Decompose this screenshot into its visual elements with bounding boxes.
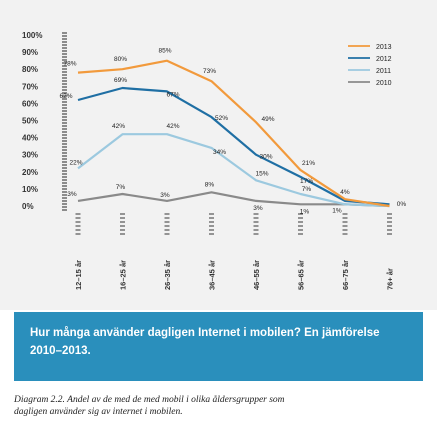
x-tick-label: 76+ år [386,268,395,290]
data-label: 42% [112,123,125,130]
x-tick-label: 36–45 år [208,260,217,290]
y-tick-label: 100% [22,31,42,40]
data-label: 73% [203,68,216,75]
y-tick-label: 40% [22,134,38,143]
data-label: 17% [300,178,313,185]
data-label: 69% [114,77,127,84]
x-tick-label: 56–65 år [297,260,306,290]
y-tick-label: 60% [22,99,38,108]
data-label: 49% [261,116,274,123]
chart-area: 0% 10% 20% 30% 40% 50% 60% 70% 80% 90% 100% 12–15 å… [0,0,437,310]
y-tick-label: 90% [22,48,38,57]
data-label: 7% [116,184,126,191]
chart-title-banner: Hur många använder dagligen Internet i m… [14,312,423,381]
series-line-2012 [77,86,390,206]
legend-label: 2012 [376,56,392,63]
data-label: 3% [253,205,263,212]
line-chart: 0% 10% 20% 30% 40% 50% 60% 70% 80% 90% 100% 12–15 å… [22,31,407,290]
data-label: 4% [340,189,350,196]
y-tick-label: 10% [22,185,38,194]
data-label: 62% [59,93,72,100]
data-label: 85% [158,48,171,55]
series-line-2010 [77,191,390,208]
x-tick-label: 12–15 år [74,260,83,290]
legend-label: 2010 [376,80,392,87]
x-tick-label: 46–55 år [252,260,261,290]
y-tick-label: 20% [22,168,38,177]
y-tick-label: 80% [22,65,38,74]
data-label: 78% [63,61,76,68]
x-tick-label: 26–35 år [163,260,172,290]
data-label: 34% [213,149,226,156]
series-line-2013 [77,59,390,208]
data-label: 30% [259,154,272,161]
data-label: 8% [205,181,215,188]
data-label: 0% [397,201,407,208]
data-label: 80% [114,56,127,63]
data-label: 67% [166,91,179,98]
x-tick-label: 66–75 år [341,260,350,290]
y-tick-label: 30% [22,151,38,160]
y-tick-label: 70% [22,82,38,91]
chart-title: Hur många använder dagligen Internet i m… [30,327,380,357]
data-label: 3% [67,191,77,198]
data-label: 52% [215,115,228,122]
legend-label: 2013 [376,44,392,51]
data-label: 7% [302,186,312,193]
figure-caption: Diagram 2.2. Andel av de med de med mobi… [14,395,285,417]
y-tick-label: 0% [22,202,34,211]
x-tick-label: 16–25 år [119,260,128,290]
data-label: 42% [166,123,179,130]
data-label: 3% [160,192,170,199]
series-line-2011 [77,133,390,208]
data-label: 15% [255,170,268,177]
legend-label: 2011 [376,68,391,75]
data-label: 22% [69,159,82,166]
data-label: 1% [300,208,310,215]
data-label: 21% [302,160,315,167]
data-label: 1% [332,207,342,214]
y-tick-label: 50% [22,117,38,126]
